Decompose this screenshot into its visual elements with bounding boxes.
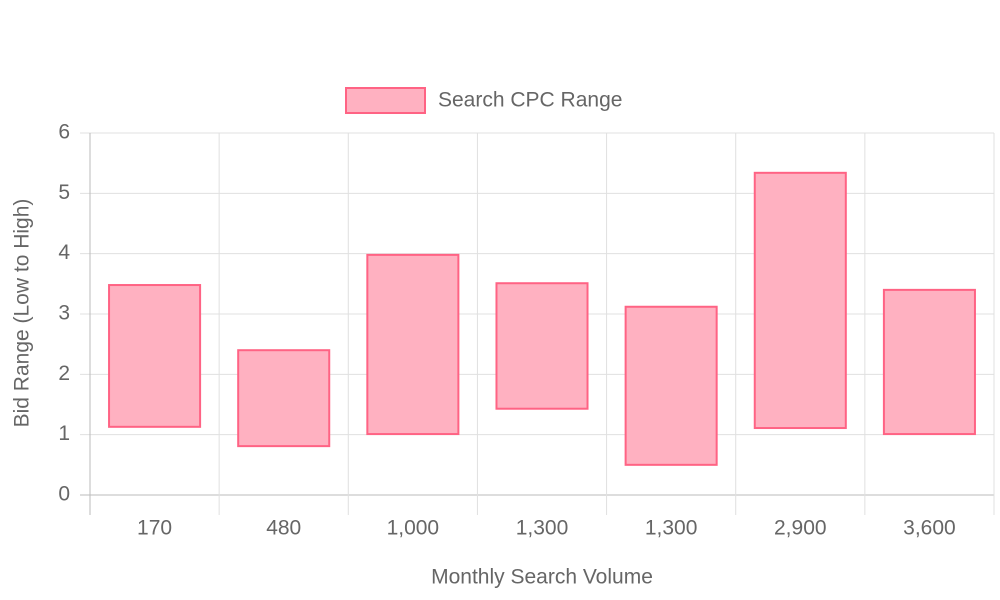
bar (753, 171, 847, 430)
y-tick-label: 3 (58, 302, 70, 325)
x-tick-label: 1,300 (516, 517, 569, 540)
bar (237, 349, 331, 448)
legend-swatch (345, 87, 426, 114)
x-tick-label: 480 (266, 517, 301, 540)
x-axis-title: Monthly Search Volume (431, 566, 653, 589)
legend-label: Search CPC Range (438, 89, 622, 112)
y-tick-label: 1 (58, 422, 70, 445)
y-axis-title: Bid Range (Low to High) (11, 199, 34, 428)
y-tick-label: 5 (58, 181, 70, 204)
y-tick-label: 0 (58, 483, 70, 506)
x-tick-label: 1,300 (645, 517, 698, 540)
bar (366, 253, 460, 436)
x-tick-label: 3,600 (903, 517, 956, 540)
x-tick-label: 170 (137, 517, 172, 540)
y-tick-label: 2 (58, 362, 70, 385)
y-tick-label: 6 (58, 121, 70, 144)
bar (108, 284, 202, 428)
bar (495, 282, 589, 410)
bar (624, 305, 718, 466)
x-tick-label: 2,900 (774, 517, 827, 540)
x-tick-label: 1,000 (387, 517, 440, 540)
bar (882, 288, 976, 436)
y-tick-label: 4 (58, 241, 70, 264)
